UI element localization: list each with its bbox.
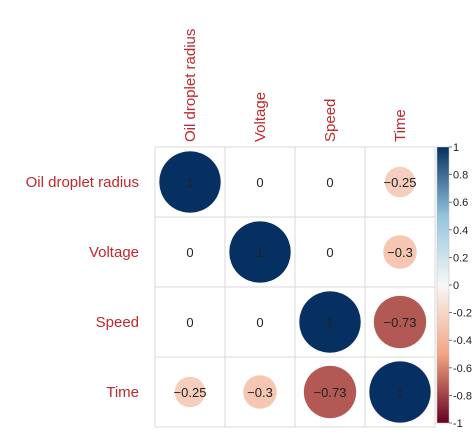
cell-value-3-3: 1 <box>396 385 403 400</box>
cell-value-3-1: −0.3 <box>247 385 273 400</box>
column-label-speed: Speed <box>322 99 339 142</box>
cell-1-3 <box>364 216 436 288</box>
cell-3-1 <box>224 356 296 428</box>
circle-0-3 <box>384 166 416 198</box>
correlation-circles <box>158 150 432 424</box>
row-label-voltage: Voltage <box>89 244 139 261</box>
colorbar-tick-label: -0.6 <box>453 363 472 375</box>
cell-value-1-2: 0 <box>326 245 333 260</box>
column-labels: Oil droplet radius Voltage Speed Time <box>182 29 409 142</box>
row-label-time: Time <box>106 384 139 401</box>
circle-2-3 <box>373 295 427 349</box>
colorbar-gradient <box>436 146 450 424</box>
circle-3-0 <box>174 376 206 408</box>
row-labels: Oil droplet radius Voltage Speed Time <box>26 174 139 401</box>
colorbar-tick-label: 0 <box>453 280 459 292</box>
colorbar-tick-label: -0.4 <box>453 335 472 347</box>
circle-1-1 <box>228 220 292 284</box>
cell-value-2-2: 1 <box>326 315 333 330</box>
column-label-time: Time <box>392 109 409 142</box>
cell-value-0-3: −0.25 <box>384 175 417 190</box>
cell-value-3-0: −0.25 <box>174 385 207 400</box>
cell-value-1-1: 1 <box>256 245 263 260</box>
column-label-oil-droplet-radius: Oil droplet radius <box>182 29 199 142</box>
colorbar-tick-label: 0.4 <box>453 225 468 237</box>
circle-3-1 <box>242 374 278 410</box>
colorbar: 1 0.8 0.6 0.4 0.2 0 -0.2 -0.4 -0.6 -0.8 -1 <box>436 142 472 430</box>
colorbar-tick-label: -1 <box>453 418 463 430</box>
row-label-oil-droplet-radius: Oil droplet radius <box>26 174 139 191</box>
colorbar-tick-label: -0.8 <box>453 390 472 402</box>
cell-0-1 <box>224 146 296 218</box>
cell-value-1-0: 0 <box>186 245 193 260</box>
cell-value-0-2: 0 <box>326 175 333 190</box>
circle-1-3 <box>382 234 418 270</box>
cell-value-2-1: 0 <box>256 315 263 330</box>
cell-value-3-2: −0.73 <box>314 385 347 400</box>
cell-2-1 <box>224 286 296 358</box>
colorbar-tick-label: 0.2 <box>453 252 468 264</box>
cell-value-2-3: −0.73 <box>384 315 417 330</box>
cell-value-2-0: 0 <box>186 315 193 330</box>
circle-3-2 <box>303 365 357 419</box>
colorbar-tick-label: -0.2 <box>453 308 472 320</box>
cell-0-2 <box>294 146 366 218</box>
circle-2-2 <box>298 290 362 354</box>
colorbar-tick-label: 0.8 <box>453 170 468 182</box>
cell-value-1-3: −0.3 <box>387 245 413 260</box>
row-label-speed: Speed <box>96 314 139 331</box>
colorbar-tick-label: 1 <box>453 142 459 154</box>
cell-values: 1 0 0 −0.25 0 1 0 −0.3 0 0 1 −0.73 −0.25 −0.3 −0.73 1 <box>174 175 417 400</box>
circle-0-0 <box>158 150 222 214</box>
cell-value-0-1: 0 <box>256 175 263 190</box>
circle-3-3 <box>368 360 432 424</box>
colorbar-tick-label: 0.6 <box>453 197 468 209</box>
column-label-voltage: Voltage <box>252 92 269 142</box>
cell-value-0-0: 1 <box>186 175 193 190</box>
